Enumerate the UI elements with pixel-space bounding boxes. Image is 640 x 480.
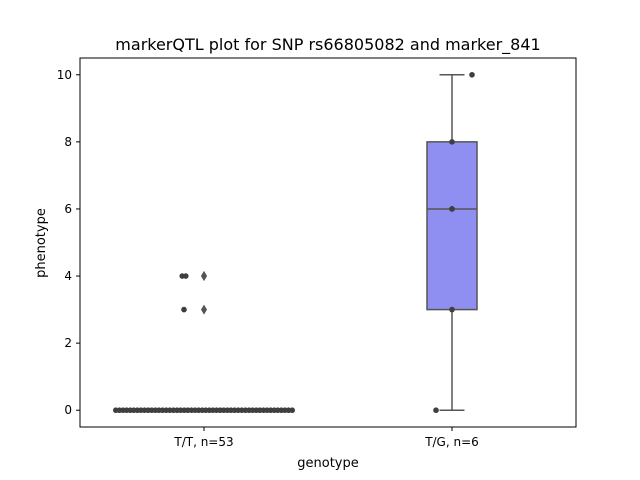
y-tick-label: 0: [64, 403, 72, 417]
data-point: [433, 407, 439, 414]
data-point: [449, 206, 455, 212]
data-point: [183, 273, 189, 279]
x-axis-label: genotype: [297, 456, 358, 471]
x-tick-label: T/T, n=53: [173, 435, 233, 449]
y-tick-label: 6: [64, 202, 72, 216]
y-tick-label: 4: [64, 269, 72, 283]
y-tick-label: 10: [57, 68, 72, 82]
outlier-marker: [201, 271, 207, 282]
outlier-marker: [201, 304, 207, 315]
data-point: [449, 139, 455, 145]
plot-frame: [79, 57, 577, 428]
data-point: [449, 306, 455, 313]
y-tick-label: 8: [64, 135, 72, 149]
box-iqr: [426, 141, 478, 311]
data-point: [469, 71, 475, 78]
chart-title: markerQTL plot for SNP rs66805082 and ma…: [115, 35, 540, 55]
data-point: [181, 306, 187, 313]
x-tick-label: T/G, n=6: [424, 435, 479, 449]
data-point: [289, 407, 296, 414]
y-axis-label: phenotype: [34, 208, 49, 278]
y-tick-label: 2: [64, 336, 72, 350]
